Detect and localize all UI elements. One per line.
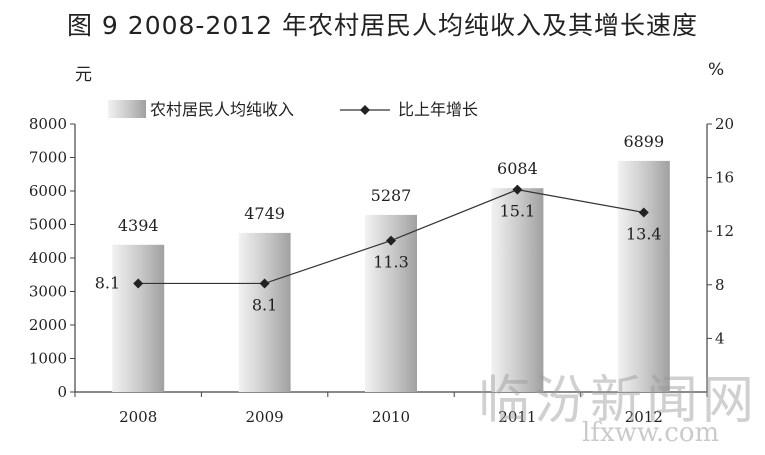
bar-value-label: 4749 (244, 204, 285, 223)
line-point-2008 (133, 278, 144, 289)
line-value-label: 15.1 (500, 202, 536, 221)
line-point-2012 (638, 207, 649, 218)
bar-value-label: 6899 (623, 132, 664, 151)
chart-title: 图 9 2008-2012 年农村居民人均纯收入及其增长速度 (66, 11, 698, 40)
bar-value-label: 6084 (497, 159, 538, 178)
legend-swatch-bar (108, 100, 146, 118)
line-point-2010 (386, 235, 396, 246)
x-tick-label: 2011 (498, 408, 536, 426)
left-tick-label: 1000 (29, 350, 67, 368)
line-series: 8.1 8.1 11.3 15.1 13.4 (95, 184, 662, 314)
bar-series: 4394 4749 5287 6084 6899 (112, 132, 670, 392)
line-value-label: 11.3 (373, 253, 409, 272)
bar-value-label: 4394 (118, 216, 159, 235)
watermark-url: lfxww.com (582, 418, 720, 448)
line-value-label: 13.4 (626, 224, 662, 243)
left-tick-label: 5000 (29, 216, 67, 234)
x-tick-label: 2008 (119, 408, 157, 426)
bar-2009 (238, 232, 291, 392)
line-point-2009 (259, 278, 270, 289)
legend: 农村居民人均纯收入 比上年增长 (108, 100, 478, 119)
bar-2008 (112, 244, 165, 392)
legend-label-income: 农村居民人均纯收入 (150, 100, 294, 119)
right-axis-unit: % (708, 60, 725, 80)
right-tick-label: 8 (715, 276, 725, 294)
watermark-logo-text: 临汾新闻网 (478, 371, 759, 431)
legend-label-growth: 比上年增长 (398, 100, 478, 119)
axes: 0 1000 2000 3000 4000 5000 6000 7000 8000 4 8 12 16 2… (29, 115, 734, 426)
right-tick-label: 16 (715, 169, 734, 187)
left-tick-label: 4000 (29, 249, 67, 267)
bar-2012 (617, 160, 670, 392)
bar-value-label: 5287 (371, 186, 412, 205)
line-value-label: 8.1 (95, 273, 120, 292)
left-tick-label: 0 (57, 383, 67, 401)
x-tick-label: 2010 (372, 408, 410, 426)
left-tick-label: 7000 (29, 149, 67, 167)
left-axis-unit: 元 (75, 65, 92, 85)
x-tick-label: 2009 (246, 408, 284, 426)
left-tick-label: 3000 (29, 283, 67, 301)
left-tick-label: 6000 (29, 182, 67, 200)
left-tick-label: 2000 (29, 316, 67, 334)
line-value-label: 8.1 (252, 295, 277, 314)
line-point-2011 (512, 184, 523, 195)
right-tick-label: 4 (715, 329, 725, 347)
legend-marker-diamond-icon (360, 105, 370, 115)
left-tick-label: 8000 (29, 115, 67, 133)
bar-2011 (491, 188, 544, 392)
right-tick-label: 20 (715, 115, 734, 133)
right-tick-label: 12 (715, 222, 734, 240)
x-tick-label: 2012 (625, 408, 663, 426)
